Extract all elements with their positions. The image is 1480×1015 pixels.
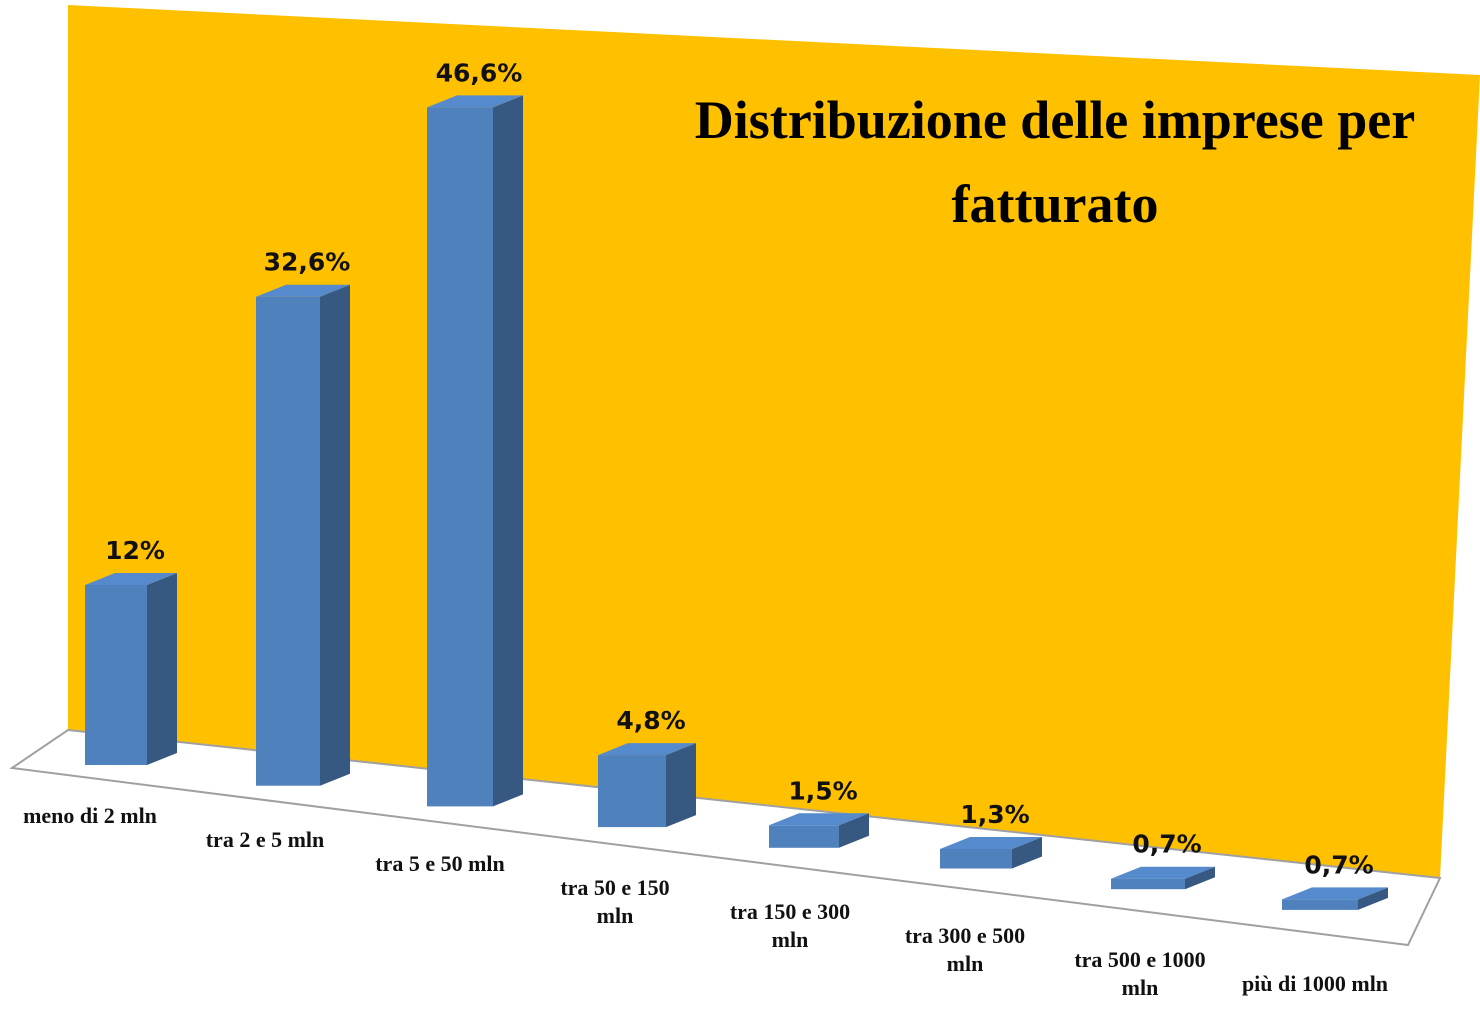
bar-top — [427, 95, 523, 108]
bar — [769, 813, 869, 848]
bar — [85, 573, 177, 765]
bar-top — [85, 573, 177, 585]
bar-front — [940, 849, 1012, 869]
bar-front — [427, 107, 493, 807]
value-label: 1,5% — [788, 776, 857, 805]
bar-side — [493, 95, 523, 807]
bar-side — [666, 743, 696, 828]
value-label: 1,3% — [960, 800, 1029, 829]
value-label: 12% — [105, 536, 165, 565]
bar-top — [256, 284, 350, 297]
bar — [940, 837, 1042, 869]
bar — [427, 95, 523, 807]
x-tick-label: tra 2 e 5 mln — [205, 827, 325, 852]
value-label: 46,6% — [436, 58, 523, 87]
x-tick-label: tra 50 e 150 mln — [560, 875, 670, 928]
bar-top — [940, 837, 1042, 849]
bar — [256, 284, 350, 786]
bar-side — [147, 573, 177, 765]
bar-side — [1185, 866, 1215, 890]
bar — [1282, 887, 1388, 910]
bar — [1111, 866, 1215, 890]
x-tick-label: tra 150 e 300 mln — [729, 899, 851, 952]
value-label: 32,6% — [264, 248, 351, 277]
bar-top — [598, 743, 696, 756]
chart-title: Distribuzione delle imprese per fatturat… — [694, 90, 1416, 234]
bar-front — [1282, 899, 1358, 910]
bar-front — [1111, 878, 1185, 890]
bar-front — [769, 825, 839, 848]
bar-top — [769, 813, 869, 826]
bar-side — [839, 813, 869, 848]
bar-front — [598, 755, 666, 828]
bar-front — [85, 585, 147, 765]
x-tick-label: meno di 2 mln — [23, 803, 157, 828]
x-tick-label: tra 300 e 500 mln — [904, 923, 1026, 976]
bar-top — [1111, 866, 1215, 879]
bar-side — [1012, 837, 1042, 869]
x-tick-label: tra 500 e 1000 mln — [1074, 947, 1206, 1000]
x-tick-label: più di 1000 mln — [1241, 971, 1389, 996]
back-wall — [68, 5, 1480, 878]
value-label: 0,7% — [1132, 830, 1201, 859]
bar-top — [1282, 887, 1388, 900]
bar-side — [320, 284, 350, 786]
value-label: 4,8% — [616, 706, 685, 735]
bar-front — [256, 296, 320, 786]
floor — [9, 728, 1442, 947]
bar — [598, 743, 696, 828]
value-label: 0,7% — [1304, 850, 1373, 879]
x-tick-label: tra 5 e 50 mln — [375, 851, 505, 876]
bar-side — [1358, 887, 1388, 910]
